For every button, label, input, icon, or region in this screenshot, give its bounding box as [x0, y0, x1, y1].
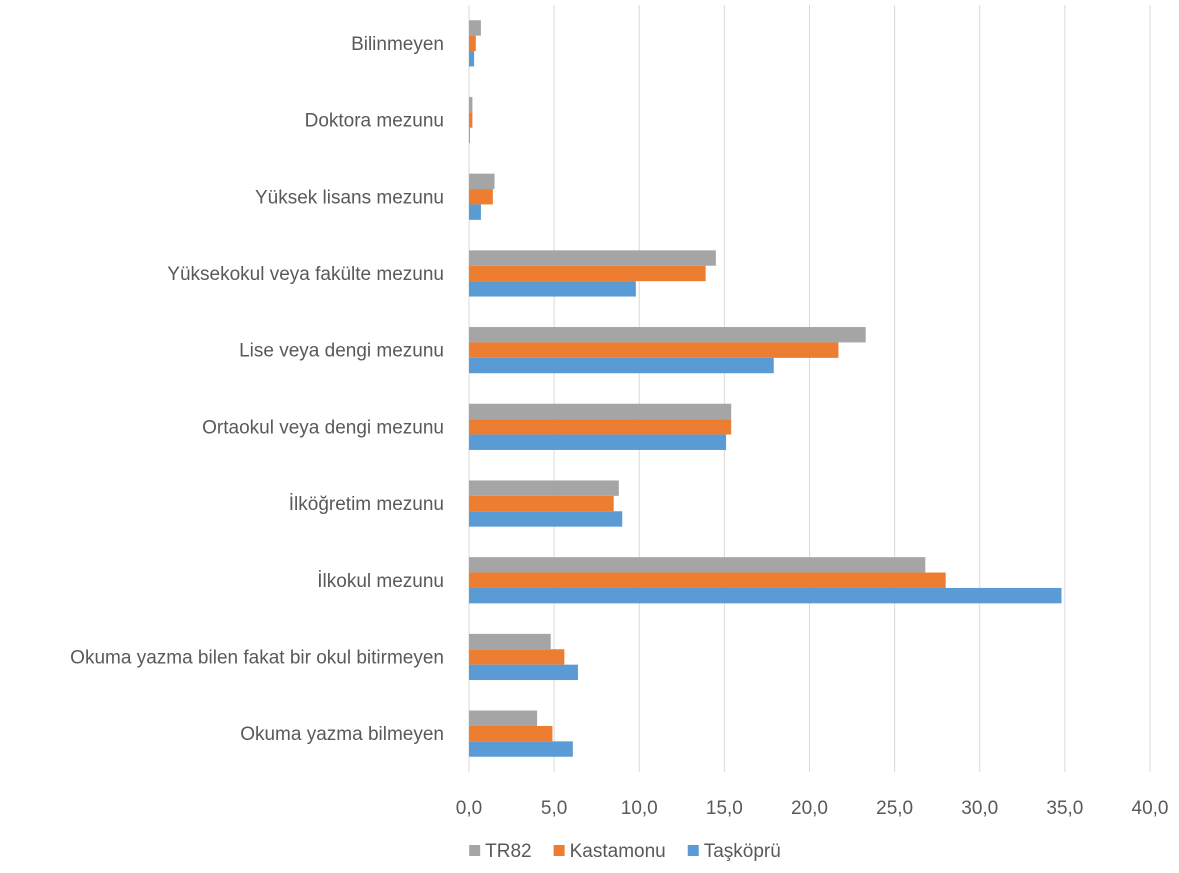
bar-kastamonu	[469, 649, 565, 665]
legend-item: Taşköprü	[687, 841, 781, 862]
legend-swatch	[469, 845, 481, 856]
bar-tr82	[469, 250, 716, 266]
bar-kastamonu	[469, 419, 732, 435]
legend: TR82 Kastamonu Taşköprü	[469, 841, 781, 862]
bar-kastamonu	[469, 342, 839, 358]
category-label: Yüksek lisans mezunu	[255, 187, 444, 208]
x-tick-label: 15,0	[706, 798, 743, 819]
bar-ta-k-pr-	[469, 434, 727, 450]
x-tick-label: 0,0	[456, 798, 482, 819]
legend-label: Taşköprü	[704, 841, 781, 862]
x-tick-label: 5,0	[541, 798, 567, 819]
bar-ta-k-pr-	[469, 281, 636, 297]
bar-kastamonu	[469, 265, 706, 282]
legend-item: Kastamonu	[553, 841, 666, 862]
bar-ta-k-pr-	[469, 357, 774, 374]
bar-kastamonu	[469, 189, 493, 205]
legend-item: TR82	[469, 841, 532, 862]
x-tick-label: 25,0	[876, 798, 913, 819]
bar-kastamonu	[469, 112, 473, 128]
legend-label: Kastamonu	[570, 841, 666, 862]
bar-kastamonu	[469, 35, 476, 52]
category-label: Yüksekokul veya fakülte mezunu	[167, 264, 444, 285]
category-label: Lise veya dengi mezunu	[239, 341, 444, 362]
legend-swatch	[553, 845, 565, 856]
x-tick-label: 20,0	[791, 798, 828, 819]
bar-kastamonu	[469, 725, 553, 742]
bar-tr82	[469, 710, 538, 726]
category-label: Okuma yazma bilmeyen	[240, 724, 444, 745]
bar-ta-k-pr-	[469, 204, 481, 220]
bar-ta-k-pr-	[469, 664, 578, 681]
legend-swatch	[687, 845, 699, 856]
bar-kastamonu	[469, 495, 614, 512]
category-label: Ortaokul veya dengi mezunu	[202, 417, 444, 438]
legend-label: TR82	[485, 841, 531, 862]
bar-ta-k-pr-	[469, 51, 475, 67]
grid-lines	[468, 5, 1151, 772]
x-tick-label: 35,0	[1046, 798, 1083, 819]
bar-tr82	[469, 480, 619, 496]
bar-tr82	[469, 403, 732, 420]
bar-tr82	[469, 327, 866, 343]
x-tick-label: 10,0	[621, 798, 658, 819]
category-labels: Bilinmeyen Doktora mezunu Yüksek lisans me…	[70, 34, 444, 745]
bar-tr82	[469, 633, 551, 650]
category-label: Doktora mezunu	[305, 111, 444, 132]
bar-tr82	[469, 173, 495, 190]
bar-tr82	[469, 96, 473, 113]
bars	[469, 20, 1062, 757]
bar-ta-k-pr-	[469, 587, 1062, 604]
x-tick-labels: 0,0 5,0 10,0 15,0 20,0 25,0 30,0 35,0 40,0	[456, 798, 1169, 819]
bar-ta-k-pr-	[469, 511, 623, 527]
x-tick-label: 30,0	[961, 798, 998, 819]
category-label: İlkokul mezunu	[317, 571, 444, 592]
bar-ta-k-pr-	[469, 127, 470, 144]
category-label: Okuma yazma bilen fakat bir okul bitirme…	[70, 647, 444, 668]
bar-ta-k-pr-	[469, 741, 573, 757]
bar-tr82	[469, 20, 481, 36]
x-tick-label: 40,0	[1132, 798, 1169, 819]
bar-kastamonu	[469, 572, 946, 588]
category-label: Bilinmeyen	[351, 34, 444, 55]
bar-tr82	[469, 557, 926, 573]
category-label: İlköğretim mezunu	[289, 494, 444, 515]
